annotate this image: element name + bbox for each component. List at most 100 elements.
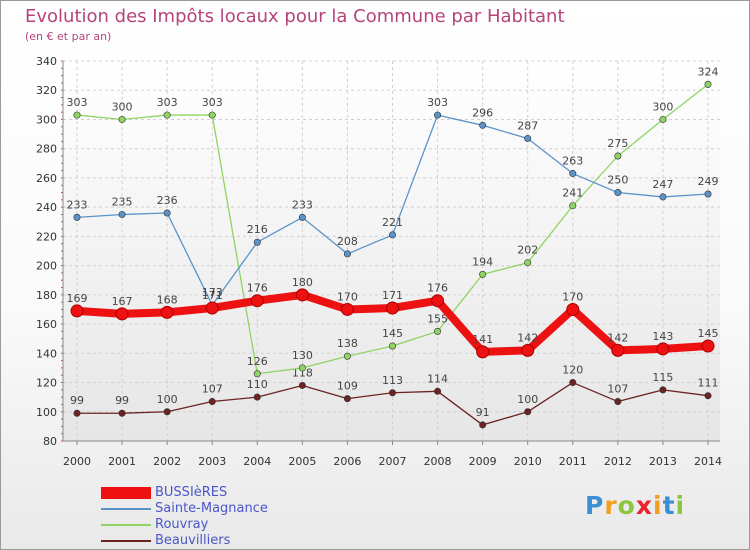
data-label-rouvray: 130: [292, 349, 313, 362]
data-point-rouvray: [253, 370, 261, 378]
data-label-bussi-res: 142: [517, 331, 538, 344]
data-point-sainte-magnance: [434, 111, 442, 119]
data-label-beauvilliers: 107: [202, 383, 223, 396]
data-label-bussi-res: 142: [607, 331, 628, 344]
data-point-rouvray: [659, 115, 667, 123]
logo-letter: P: [585, 491, 605, 520]
data-point-beauvilliers: [659, 386, 667, 394]
data-label-sainte-magnance: 216: [247, 223, 268, 236]
data-point-rouvray: [524, 259, 532, 267]
data-point-beauvilliers: [434, 387, 442, 395]
x-tick-label: 2003: [198, 455, 226, 468]
data-label-sainte-magnance: 173: [202, 286, 223, 299]
data-label-rouvray: 138: [337, 337, 358, 350]
data-point-bussi-res: [521, 343, 535, 357]
data-point-bussi-res: [431, 294, 445, 308]
y-tick-label: 340: [36, 55, 57, 68]
data-label-sainte-magnance: 249: [698, 175, 719, 188]
data-point-bussi-res: [611, 343, 625, 357]
data-point-beauvilliers: [163, 408, 171, 416]
data-label-bussi-res: 171: [202, 289, 223, 302]
data-point-bussi-res: [386, 301, 399, 315]
data-label-sainte-magnance: 221: [382, 216, 403, 229]
data-label-sainte-magnance: 233: [67, 198, 88, 211]
data-point-sainte-magnance: [163, 209, 171, 217]
data-point-sainte-magnance: [659, 193, 667, 201]
data-label-sainte-magnance: 250: [607, 174, 628, 187]
x-tick-label: 2000: [63, 455, 91, 468]
data-label-bussi-res: 170: [562, 290, 583, 303]
data-point-sainte-magnance: [118, 210, 126, 218]
data-point-beauvilliers: [73, 409, 81, 417]
data-label-rouvray: 145: [382, 327, 403, 340]
data-point-bussi-res: [476, 345, 490, 359]
data-label-bussi-res: 141: [472, 333, 493, 346]
data-label-bussi-res: 176: [247, 282, 268, 295]
data-label-sainte-magnance: 247: [652, 178, 673, 191]
x-tick-label: 2012: [604, 455, 632, 468]
y-tick-label: 160: [36, 318, 57, 331]
proxiti-logo: Proxiti: [585, 491, 685, 520]
data-point-bussi-res: [160, 305, 174, 319]
data-label-rouvray: 303: [202, 96, 223, 109]
x-tick-label: 2005: [288, 455, 316, 468]
data-label-beauvilliers: 107: [607, 383, 628, 396]
x-tick-label: 2004: [243, 455, 271, 468]
data-label-beauvilliers: 99: [115, 394, 129, 407]
data-label-sainte-magnance: 233: [292, 198, 313, 211]
data-point-rouvray: [388, 342, 396, 350]
data-point-beauvilliers: [343, 395, 351, 403]
data-label-rouvray: 126: [247, 355, 268, 368]
data-label-beauvilliers: 114: [427, 372, 448, 385]
data-label-beauvilliers: 118: [292, 366, 313, 379]
data-point-rouvray: [479, 270, 487, 278]
y-tick-label: 80: [43, 435, 57, 448]
x-tick-label: 2008: [424, 455, 452, 468]
data-label-beauvilliers: 120: [562, 364, 583, 377]
logo-letter: t: [662, 491, 676, 520]
y-tick-label: 260: [36, 172, 57, 185]
legend-label-beauvilliers: Beauvilliers: [155, 533, 231, 548]
legend-swatch-beauvilliers: [101, 540, 151, 542]
x-tick-label: 2011: [559, 455, 587, 468]
data-point-sainte-magnance: [298, 213, 306, 221]
data-label-rouvray: 155: [427, 312, 448, 325]
data-label-bussi-res: 145: [698, 327, 719, 340]
data-label-sainte-magnance: 235: [112, 195, 133, 208]
data-point-bussi-res: [701, 339, 715, 353]
y-tick-label: 140: [36, 347, 57, 360]
data-label-sainte-magnance: 263: [562, 155, 583, 168]
chart-subtitle: (en € et par an): [25, 30, 112, 43]
data-label-bussi-res: 143: [652, 330, 673, 343]
data-point-rouvray: [569, 202, 577, 210]
data-label-rouvray: 300: [112, 100, 133, 113]
data-label-sainte-magnance: 236: [157, 194, 178, 207]
data-point-rouvray: [73, 111, 81, 119]
legend-label-rouvray: Rouvray: [155, 517, 209, 532]
data-point-beauvilliers: [614, 398, 622, 406]
plot-area: [63, 61, 720, 441]
data-label-sainte-magnance: 208: [337, 235, 358, 248]
logo-letter: i: [675, 491, 686, 520]
data-point-sainte-magnance: [479, 121, 487, 129]
data-label-beauvilliers: 99: [70, 394, 84, 407]
data-point-bussi-res: [205, 301, 219, 315]
data-point-beauvilliers: [479, 421, 487, 429]
data-point-rouvray: [298, 364, 306, 372]
legend-swatch-sainte-magnance: [101, 508, 151, 510]
x-tick-label: 2002: [153, 455, 181, 468]
logo-letter: o: [617, 491, 636, 520]
data-label-rouvray: 241: [562, 187, 583, 200]
data-label-beauvilliers: 113: [382, 374, 403, 387]
data-label-beauvilliers: 109: [337, 380, 358, 393]
x-tick-label: 2001: [108, 455, 136, 468]
data-point-beauvilliers: [388, 389, 396, 397]
x-tick-label: 2007: [379, 455, 407, 468]
data-point-rouvray: [118, 115, 126, 123]
legend-label-sainte-magnance: Sainte-Magnance: [155, 501, 268, 516]
data-point-beauvilliers: [298, 381, 306, 389]
data-label-rouvray: 275: [607, 137, 628, 150]
data-label-rouvray: 300: [652, 100, 673, 113]
data-label-bussi-res: 176: [427, 282, 448, 295]
